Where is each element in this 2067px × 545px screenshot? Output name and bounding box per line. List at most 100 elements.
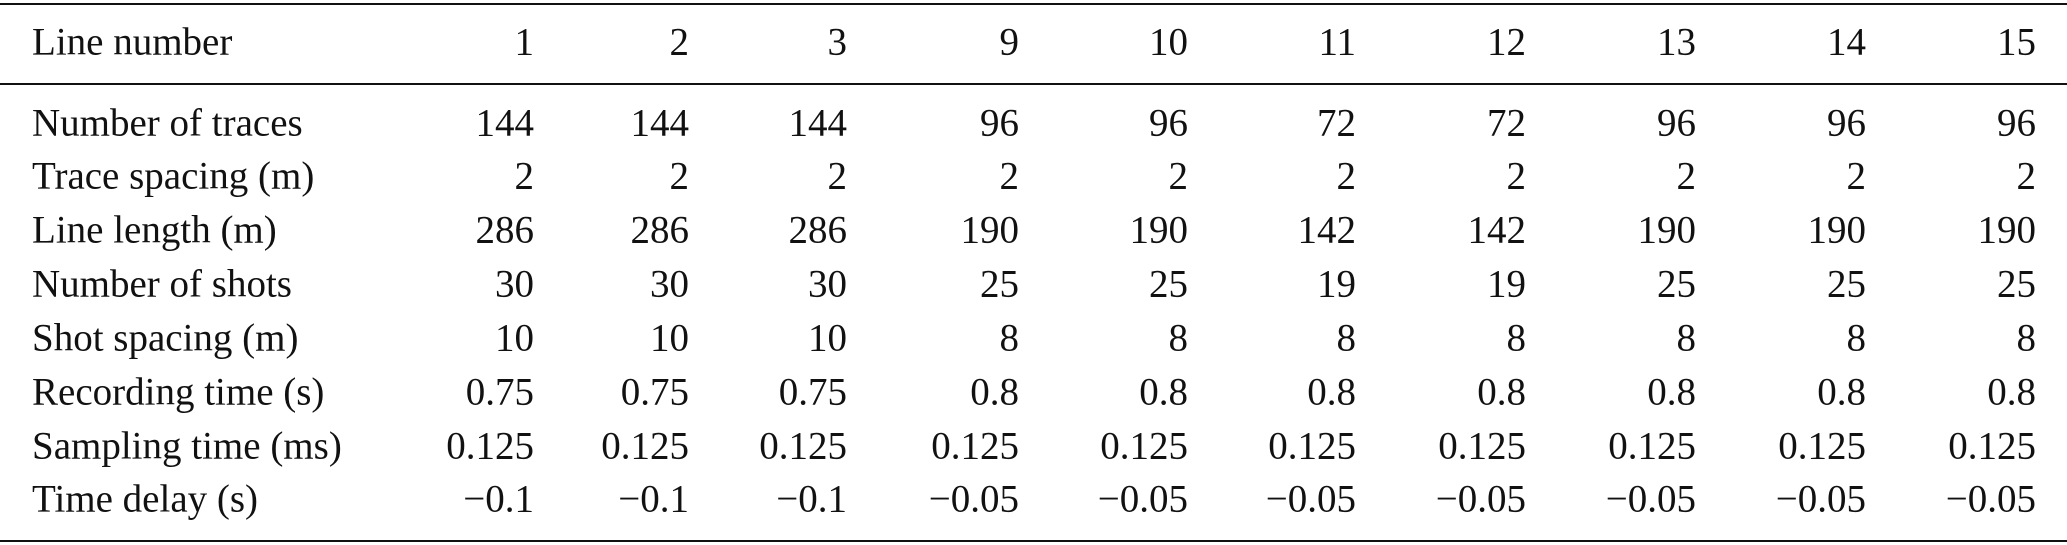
- table-cell: 8: [1336, 316, 1357, 360]
- row-label: Sampling time (ms): [32, 424, 342, 468]
- row-label: Number of traces: [32, 101, 303, 145]
- table-cell: 2: [669, 154, 690, 198]
- table-cell: −0.05: [1775, 477, 1866, 521]
- table-cell: −0.05: [1435, 477, 1526, 521]
- table-cell: 72: [1317, 101, 1356, 145]
- table-cell: 0.8: [1647, 370, 1696, 414]
- table-cell: 0.125: [1268, 424, 1356, 468]
- table-cell: 8: [1168, 316, 1189, 360]
- table-cell: 96: [1657, 101, 1696, 145]
- table-cell: 2: [1336, 154, 1357, 198]
- header-cell: 13: [1657, 20, 1696, 64]
- table-cell: 190: [1637, 208, 1697, 252]
- table-cell: 10: [495, 316, 534, 360]
- table-cell: 286: [630, 208, 690, 252]
- header-cell: 9: [999, 20, 1020, 64]
- row-label: Number of shots: [32, 262, 292, 306]
- table-cell: 19: [1487, 262, 1526, 306]
- table-cell: 0.125: [1438, 424, 1526, 468]
- table-cell: 2: [1676, 154, 1697, 198]
- table-cell: 0.125: [1948, 424, 2036, 468]
- table-cell: 8: [1676, 316, 1697, 360]
- table-cell: 72: [1487, 101, 1526, 145]
- table-cell: −0.05: [1605, 477, 1696, 521]
- table-cell: 25: [1657, 262, 1696, 306]
- table-cell: 144: [475, 101, 535, 145]
- row-label: Line length (m): [32, 208, 277, 252]
- header-rule: [0, 83, 2067, 85]
- table-cell: 190: [1977, 208, 2037, 252]
- table-cell: 0.75: [465, 370, 534, 414]
- table-cell: 25: [980, 262, 1019, 306]
- table-cell: 0.8: [1477, 370, 1526, 414]
- header-cell: 11: [1318, 20, 1356, 64]
- table-cell: 0.125: [931, 424, 1019, 468]
- header-cell: 2: [669, 20, 690, 64]
- table-cell: −0.1: [618, 477, 689, 521]
- table-cell: 10: [808, 316, 847, 360]
- table-cell: 19: [1317, 262, 1356, 306]
- table-cell: 96: [980, 101, 1019, 145]
- table-cell: 0.125: [446, 424, 534, 468]
- row-label: Recording time (s): [32, 370, 325, 414]
- table-cell: 25: [1149, 262, 1188, 306]
- table-cell: 30: [808, 262, 847, 306]
- table-cell: 286: [788, 208, 848, 252]
- table-cell: 190: [1807, 208, 1867, 252]
- table-cell: 2: [514, 154, 535, 198]
- table-cell: 8: [999, 316, 1020, 360]
- table-cell: 25: [1827, 262, 1866, 306]
- table-cell: 96: [1149, 101, 1188, 145]
- table-cell: 0.8: [1817, 370, 1866, 414]
- header-cell: 3: [827, 20, 848, 64]
- table-cell: 8: [2016, 316, 2037, 360]
- table-cell: 0.75: [620, 370, 689, 414]
- table-cell: 0.125: [1778, 424, 1866, 468]
- table-cell: 2: [1506, 154, 1527, 198]
- table-cell: 0.125: [1608, 424, 1696, 468]
- table-cell: 2: [999, 154, 1020, 198]
- table-cell: 0.8: [1987, 370, 2036, 414]
- table-cell: 30: [495, 262, 534, 306]
- header-cell: 1: [514, 20, 535, 64]
- table-cell: 0.75: [778, 370, 847, 414]
- bottom-rule: [0, 540, 2067, 542]
- table-cell: 0.8: [1139, 370, 1188, 414]
- table-cell: −0.05: [1097, 477, 1188, 521]
- table-cell: 0.125: [601, 424, 689, 468]
- header-cell: 15: [1997, 20, 2036, 64]
- table-cell: 190: [960, 208, 1020, 252]
- table-cell: −0.05: [1265, 477, 1356, 521]
- table-cell: 142: [1467, 208, 1527, 252]
- table-cell: −0.1: [463, 477, 534, 521]
- row-label: Time delay (s): [32, 477, 259, 521]
- table-cell: 25: [1997, 262, 2036, 306]
- table-cell: 144: [630, 101, 690, 145]
- table-cell: 2: [2016, 154, 2037, 198]
- table-cell: 8: [1506, 316, 1527, 360]
- table-cell: −0.05: [928, 477, 1019, 521]
- table-cell: 0.125: [759, 424, 847, 468]
- table-cell: 0.8: [970, 370, 1019, 414]
- table-cell: −0.1: [776, 477, 847, 521]
- table-cell: 2: [827, 154, 848, 198]
- table-cell: 96: [1997, 101, 2036, 145]
- table-cell: 2: [1168, 154, 1189, 198]
- header-cell: 12: [1487, 20, 1526, 64]
- header-label: Line number: [32, 20, 233, 64]
- table-cell: 142: [1297, 208, 1357, 252]
- table-cell: 0.125: [1100, 424, 1188, 468]
- header-cell: 14: [1827, 20, 1866, 64]
- table-cell: 30: [650, 262, 689, 306]
- table-cell: 10: [650, 316, 689, 360]
- header-cell: 10: [1149, 20, 1188, 64]
- top-rule: [0, 3, 2067, 5]
- table-cell: 0.8: [1307, 370, 1356, 414]
- table-cell: 2: [1846, 154, 1867, 198]
- table-cell: 8: [1846, 316, 1867, 360]
- table-cell: 96: [1827, 101, 1866, 145]
- row-label: Shot spacing (m): [32, 316, 299, 360]
- table-cell: −0.05: [1945, 477, 2036, 521]
- table-cell: 144: [788, 101, 848, 145]
